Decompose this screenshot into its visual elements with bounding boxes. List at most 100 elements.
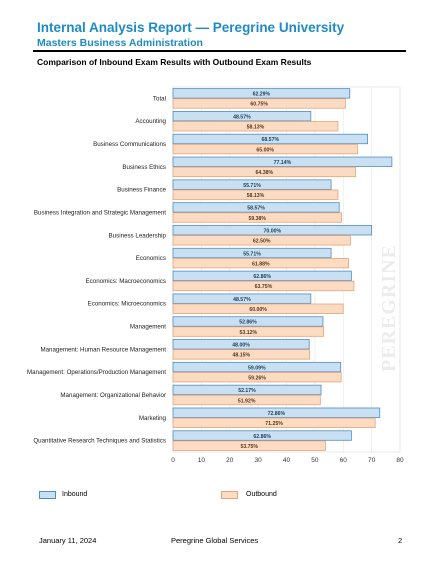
inbound-bar: [172, 202, 340, 213]
chart-title: Comparison of Inbound Exam Results with …: [37, 57, 312, 67]
inbound-bar: [172, 225, 373, 236]
outbound-value-label: 60.00%: [249, 307, 267, 313]
x-tick-label: 30: [255, 457, 263, 464]
report-subtitle: Masters Business Administration: [37, 37, 203, 49]
outbound-bar: [172, 257, 349, 269]
outbound-value-label: 58.13%: [247, 193, 265, 199]
inbound-value-label: 55.71%: [243, 251, 261, 257]
outbound-value-label: 59.26%: [248, 375, 266, 381]
x-tick-label: 80: [396, 457, 404, 464]
outbound-value-label: 65.00%: [256, 147, 274, 153]
outbound-value-label: 64.38%: [256, 170, 274, 176]
legend-outbound-swatch: [221, 491, 238, 499]
inbound-value-label: 62.29%: [253, 92, 271, 98]
category-label: Management: Organizational Behavior: [60, 392, 166, 399]
category-label: Business Leadership: [109, 232, 167, 239]
inbound-value-label: 55.71%: [243, 183, 261, 189]
outbound-value-label: 53.12%: [240, 330, 258, 336]
outbound-bar: [172, 372, 342, 383]
category-label: Business Integration and Strategic Manag…: [34, 209, 166, 216]
outbound-bar: [172, 326, 325, 337]
category-label: Business Finance: [117, 187, 166, 194]
outbound-value-label: 62.50%: [253, 239, 271, 245]
inbound-value-label: 77.14%: [274, 160, 292, 166]
category-label: Total: [153, 95, 166, 102]
category-label: Business Communications: [93, 141, 166, 148]
report-title: Internal Analysis Report — Peregrine Uni…: [37, 20, 345, 35]
outbound-bar: [172, 394, 321, 406]
page-number: 2: [398, 536, 403, 545]
category-label: Management: [130, 324, 166, 331]
watermark-logo: PEREGRINE: [378, 244, 400, 372]
inbound-value-label: 68.57%: [261, 137, 279, 143]
outbound-bar: [172, 121, 339, 132]
outbound-value-label: 63.75%: [255, 284, 273, 290]
inbound-value-label: 58.57%: [247, 206, 265, 212]
legend-outbound-label: Outbound: [246, 491, 277, 498]
outbound-bar: [172, 280, 355, 292]
inbound-bar: [172, 361, 342, 373]
outbound-bar: [172, 143, 358, 155]
inbound-bar: [172, 407, 381, 418]
outbound-value-label: 59.38%: [248, 216, 266, 222]
outbound-bar: [172, 166, 357, 178]
outbound-bar: [172, 303, 344, 314]
footer-company: Peregrine Global Services: [171, 536, 259, 545]
legend-inbound-swatch: [39, 491, 56, 499]
inbound-bar: [172, 270, 352, 282]
inbound-value-label: 52.17%: [238, 388, 256, 394]
header-divider: [33, 50, 406, 52]
x-tick-label: 40: [283, 457, 291, 464]
outbound-bar: [172, 212, 342, 223]
category-label: Economics: [136, 255, 166, 262]
category-label: Economics: Macroeconomics: [86, 278, 166, 285]
outbound-value-label: 48.15%: [233, 353, 251, 359]
inbound-bar: [172, 179, 332, 190]
category-label: Accounting: [135, 118, 166, 125]
x-tick-label: 0: [171, 457, 175, 464]
x-tick-label: 50: [311, 457, 319, 464]
x-tick-label: 70: [368, 457, 376, 464]
inbound-bar: [172, 133, 368, 145]
outbound-value-label: 61.88%: [252, 261, 270, 267]
outbound-value-label: 53.75%: [240, 444, 258, 450]
inbound-value-label: 48.57%: [233, 297, 251, 303]
footer-date: January 11, 2024: [39, 536, 97, 545]
inbound-value-label: 72.86%: [268, 411, 286, 417]
inbound-value-label: 59.09%: [248, 365, 266, 371]
outbound-bar: [172, 189, 339, 200]
inbound-value-label: 48.00%: [232, 343, 250, 349]
x-tick-label: 20: [226, 457, 234, 464]
category-label: Quantitative Research Techniques and Sta…: [33, 438, 166, 445]
inbound-bar: [172, 111, 312, 122]
legend-inbound-label: Inbound: [62, 491, 88, 498]
outbound-bar: [172, 235, 351, 246]
inbound-value-label: 52.86%: [239, 320, 257, 326]
outbound-bar: [172, 98, 346, 109]
inbound-value-label: 70.00%: [264, 228, 282, 234]
inbound-bar: [172, 316, 324, 327]
category-label: Economics: Microeconomics: [88, 301, 166, 308]
category-label: Marketing: [139, 415, 167, 422]
inbound-value-label: 48.57%: [233, 114, 251, 120]
x-tick-label: 60: [340, 457, 348, 464]
outbound-value-label: 71.25%: [265, 421, 283, 427]
category-label: Business Ethics: [122, 164, 166, 171]
outbound-bar: [172, 349, 311, 360]
outbound-value-label: 51.92%: [238, 398, 256, 404]
x-tick-label: 10: [198, 457, 206, 464]
outbound-bar: [172, 417, 376, 428]
inbound-bar: [172, 156, 393, 167]
outbound-value-label: 60.75%: [250, 102, 268, 108]
inbound-bar: [172, 293, 312, 304]
inbound-bar: [172, 247, 332, 259]
inbound-bar: [172, 430, 352, 441]
inbound-value-label: 62.86%: [253, 434, 271, 440]
inbound-value-label: 62.86%: [253, 274, 271, 280]
inbound-bar: [172, 88, 351, 99]
inbound-bar: [172, 384, 322, 396]
outbound-value-label: 58.13%: [247, 125, 265, 131]
inbound-bar: [172, 339, 310, 350]
category-label: Management: Human Resource Management: [40, 346, 166, 353]
